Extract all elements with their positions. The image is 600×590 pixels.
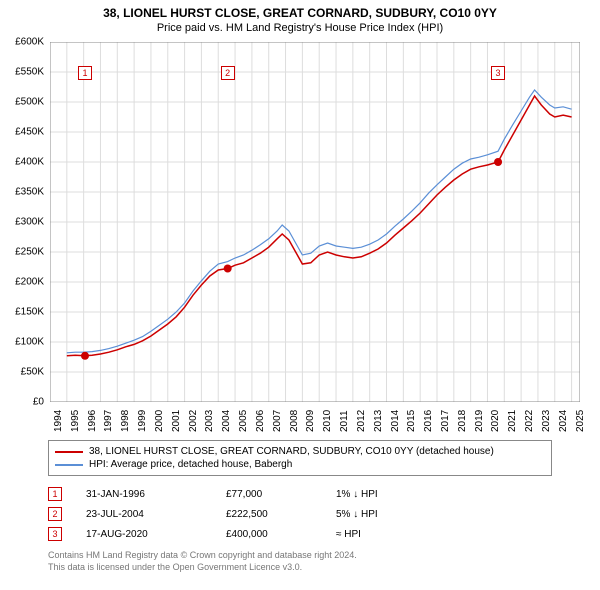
footer-line-1: Contains HM Land Registry data © Crown c…: [48, 550, 357, 562]
y-tick-label: £200K: [0, 277, 44, 288]
x-tick-label: 2024: [558, 410, 569, 432]
chart-container: 38, LIONEL HURST CLOSE, GREAT CORNARD, S…: [0, 0, 600, 590]
legend-row: HPI: Average price, detached house, Babe…: [55, 458, 545, 471]
sale-row-delta: 5% ↓ HPI: [336, 509, 436, 520]
y-tick-label: £50K: [0, 367, 44, 378]
x-tick-label: 2015: [406, 410, 417, 432]
chart-title: 38, LIONEL HURST CLOSE, GREAT CORNARD, S…: [0, 0, 600, 20]
sale-row-date: 31-JAN-1996: [86, 489, 226, 500]
sale-marker-box: 2: [221, 66, 235, 80]
plot-svg: [50, 42, 580, 402]
y-tick-label: £600K: [0, 37, 44, 48]
y-tick-label: £400K: [0, 157, 44, 168]
y-tick-label: £350K: [0, 187, 44, 198]
x-tick-label: 1999: [137, 410, 148, 432]
y-tick-label: £0: [0, 397, 44, 408]
y-tick-label: £500K: [0, 97, 44, 108]
x-tick-label: 1997: [103, 410, 114, 432]
x-tick-label: 2025: [575, 410, 586, 432]
sale-row-delta: 1% ↓ HPI: [336, 489, 436, 500]
chart-area: [50, 42, 580, 402]
sale-row-marker: 2: [48, 507, 62, 521]
x-tick-label: 2021: [507, 410, 518, 432]
y-tick-label: £250K: [0, 247, 44, 258]
sale-marker-box: 3: [491, 66, 505, 80]
legend: 38, LIONEL HURST CLOSE, GREAT CORNARD, S…: [48, 440, 552, 476]
legend-label: HPI: Average price, detached house, Babe…: [89, 459, 292, 470]
x-tick-label: 1996: [87, 410, 98, 432]
x-tick-label: 2014: [390, 410, 401, 432]
y-tick-label: £150K: [0, 307, 44, 318]
x-tick-label: 1998: [120, 410, 131, 432]
x-tick-label: 2011: [339, 410, 350, 432]
x-tick-label: 2006: [255, 410, 266, 432]
x-tick-label: 2002: [188, 410, 199, 432]
x-tick-label: 2017: [440, 410, 451, 432]
x-tick-label: 2001: [171, 410, 182, 432]
x-tick-label: 1994: [53, 410, 64, 432]
sale-row-price: £400,000: [226, 529, 336, 540]
sale-row: 3 17-AUG-2020£400,000≈ HPI: [48, 524, 436, 544]
x-tick-label: 1995: [70, 410, 81, 432]
x-tick-label: 2008: [289, 410, 300, 432]
x-tick-label: 2004: [221, 410, 232, 432]
sale-row: 1 31-JAN-1996£77,0001% ↓ HPI: [48, 484, 436, 504]
legend-swatch: [55, 451, 83, 453]
y-tick-label: £550K: [0, 67, 44, 78]
legend-row: 38, LIONEL HURST CLOSE, GREAT CORNARD, S…: [55, 445, 545, 458]
x-tick-label: 2007: [272, 410, 283, 432]
sale-row: 2 23-JUL-2004£222,5005% ↓ HPI: [48, 504, 436, 524]
sale-row-date: 17-AUG-2020: [86, 529, 226, 540]
sale-row-date: 23-JUL-2004: [86, 509, 226, 520]
x-tick-label: 2023: [541, 410, 552, 432]
sales-table: 1 31-JAN-1996£77,0001% ↓ HPI 2 23-JUL-2004£…: [48, 484, 436, 544]
x-tick-label: 2020: [490, 410, 501, 432]
x-tick-label: 2016: [423, 410, 434, 432]
x-tick-label: 2003: [204, 410, 215, 432]
chart-subtitle: Price paid vs. HM Land Registry's House …: [0, 20, 600, 34]
sale-row-price: £77,000: [226, 489, 336, 500]
x-tick-label: 2022: [524, 410, 535, 432]
x-tick-label: 2019: [474, 410, 485, 432]
x-tick-label: 2013: [373, 410, 384, 432]
sale-row-price: £222,500: [226, 509, 336, 520]
y-tick-label: £300K: [0, 217, 44, 228]
x-tick-label: 2010: [322, 410, 333, 432]
sale-row-marker: 3: [48, 527, 62, 541]
sale-row-marker: 1: [48, 487, 62, 501]
x-tick-label: 2005: [238, 410, 249, 432]
y-tick-label: £450K: [0, 127, 44, 138]
footer-line-2: This data is licensed under the Open Gov…: [48, 562, 357, 574]
sale-row-delta: ≈ HPI: [336, 529, 436, 540]
x-tick-label: 2009: [305, 410, 316, 432]
x-tick-label: 2018: [457, 410, 468, 432]
x-tick-label: 2012: [356, 410, 367, 432]
legend-label: 38, LIONEL HURST CLOSE, GREAT CORNARD, S…: [89, 446, 494, 457]
sale-marker-box: 1: [78, 66, 92, 80]
footer: Contains HM Land Registry data © Crown c…: [48, 550, 357, 573]
legend-swatch: [55, 464, 83, 466]
x-tick-label: 2000: [154, 410, 165, 432]
y-tick-label: £100K: [0, 337, 44, 348]
